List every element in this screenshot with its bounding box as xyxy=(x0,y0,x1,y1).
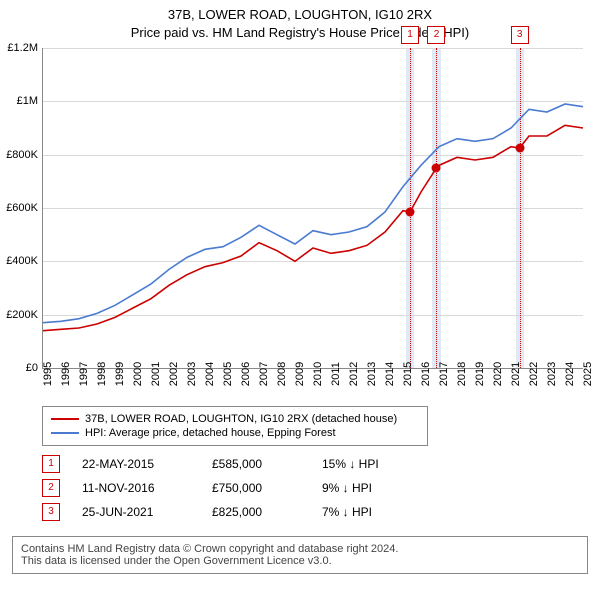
sale-price: £585,000 xyxy=(212,457,322,471)
x-tick-label: 2008 xyxy=(276,362,288,386)
page: 37B, LOWER ROAD, LOUGHTON, IG10 2RX Pric… xyxy=(0,0,600,590)
x-tick-label: 2000 xyxy=(132,362,144,386)
x-tick-label: 2007 xyxy=(258,362,270,386)
y-tick-label: £400K xyxy=(6,255,38,267)
sale-diff: 15% ↓ HPI xyxy=(322,457,442,471)
legend-row: HPI: Average price, detached house, Eppi… xyxy=(51,426,419,440)
sale-date: 22-MAY-2015 xyxy=(82,457,212,471)
x-tick-label: 2019 xyxy=(474,362,486,386)
sale-point xyxy=(406,208,415,217)
footer: Contains HM Land Registry data © Crown c… xyxy=(12,536,588,574)
y-tick-label: £800K xyxy=(6,149,38,161)
x-tick-label: 2011 xyxy=(330,362,342,386)
sale-date: 25-JUN-2021 xyxy=(82,505,212,519)
legend-label: 37B, LOWER ROAD, LOUGHTON, IG10 2RX (det… xyxy=(85,413,397,425)
x-tick-label: 2022 xyxy=(528,362,540,386)
legend: 37B, LOWER ROAD, LOUGHTON, IG10 2RX (det… xyxy=(42,406,428,446)
sale-row-flag: 1 xyxy=(42,455,60,473)
x-tick-label: 1999 xyxy=(114,362,126,386)
legend-swatch xyxy=(51,418,79,420)
x-tick-label: 2023 xyxy=(546,362,558,386)
x-tick-label: 2015 xyxy=(402,362,414,386)
x-tick-label: 2009 xyxy=(294,362,306,386)
sale-flag: 2 xyxy=(427,26,445,44)
x-tick-label: 1998 xyxy=(96,362,108,386)
x-tick-label: 2017 xyxy=(438,362,450,386)
sale-flag: 3 xyxy=(511,26,529,44)
x-tick-label: 1997 xyxy=(78,362,90,386)
sale-diff: 7% ↓ HPI xyxy=(322,505,442,519)
footer-line2: This data is licensed under the Open Gov… xyxy=(21,555,579,567)
x-tick-label: 2013 xyxy=(366,362,378,386)
sale-price: £750,000 xyxy=(212,481,322,495)
x-tick-label: 2025 xyxy=(582,362,594,386)
sale-row: 2 11-NOV-2016£750,0009% ↓ HPI xyxy=(42,476,542,500)
sales-table: 1 22-MAY-2015£585,00015% ↓ HPI 2 11-NOV-201… xyxy=(42,452,542,524)
sale-point xyxy=(432,164,441,173)
legend-label: HPI: Average price, detached house, Eppi… xyxy=(85,427,336,439)
x-tick-label: 2020 xyxy=(492,362,504,386)
x-tick-label: 2005 xyxy=(222,362,234,386)
x-tick-label: 2006 xyxy=(240,362,252,386)
legend-swatch xyxy=(51,432,79,434)
chart: 123 £0£200K£400K£600K£800K£1M£1.2M199519… xyxy=(42,48,582,368)
x-tick-label: 2010 xyxy=(312,362,324,386)
y-tick-label: £600K xyxy=(6,202,38,214)
y-tick-label: £1.2M xyxy=(7,42,38,54)
x-tick-label: 1995 xyxy=(42,362,54,386)
sale-point xyxy=(515,144,524,153)
x-tick-label: 2012 xyxy=(348,362,360,386)
sale-date: 11-NOV-2016 xyxy=(82,481,212,495)
sale-diff: 9% ↓ HPI xyxy=(322,481,442,495)
x-tick-label: 2004 xyxy=(204,362,216,386)
plot-area: 123 xyxy=(42,48,583,369)
sale-price: £825,000 xyxy=(212,505,322,519)
x-tick-label: 2018 xyxy=(456,362,468,386)
x-tick-label: 2001 xyxy=(150,362,162,386)
y-tick-label: £200K xyxy=(6,309,38,321)
legend-row: 37B, LOWER ROAD, LOUGHTON, IG10 2RX (det… xyxy=(51,412,419,426)
sale-row: 3 25-JUN-2021£825,0007% ↓ HPI xyxy=(42,500,542,524)
x-tick-label: 2021 xyxy=(510,362,522,386)
title-address: 37B, LOWER ROAD, LOUGHTON, IG10 2RX xyxy=(0,6,600,24)
sale-row-flag: 2 xyxy=(42,479,60,497)
sale-flag: 1 xyxy=(401,26,419,44)
sale-row-flag: 3 xyxy=(42,503,60,521)
x-tick-label: 2016 xyxy=(420,362,432,386)
y-tick-label: £0 xyxy=(26,362,38,374)
x-tick-label: 2014 xyxy=(384,362,396,386)
footer-line1: Contains HM Land Registry data © Crown c… xyxy=(21,543,579,555)
x-tick-label: 2002 xyxy=(168,362,180,386)
series-line-hpi xyxy=(43,104,583,323)
x-tick-label: 2024 xyxy=(564,362,576,386)
y-tick-label: £1M xyxy=(17,95,38,107)
x-tick-label: 2003 xyxy=(186,362,198,386)
line-layer xyxy=(43,48,583,368)
sale-row: 1 22-MAY-2015£585,00015% ↓ HPI xyxy=(42,452,542,476)
x-tick-label: 1996 xyxy=(60,362,72,386)
